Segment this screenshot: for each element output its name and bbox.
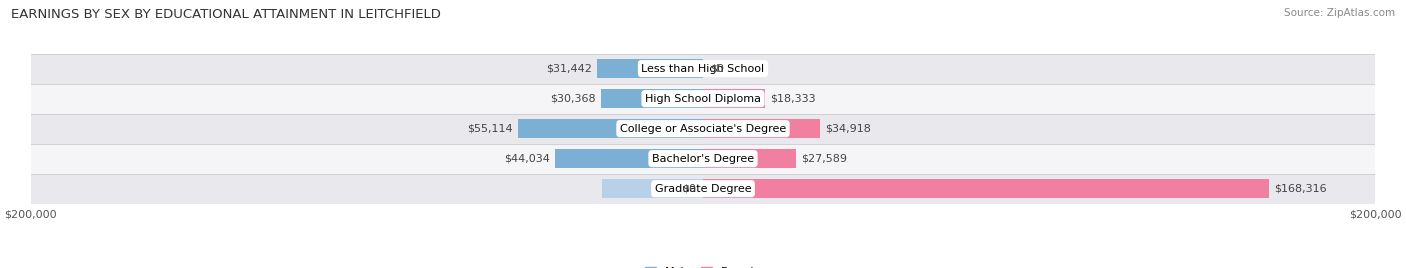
Text: $31,442: $31,442 (547, 64, 592, 74)
Bar (31, 54, 1375, 84)
Bar (600, 89, 703, 108)
Text: College or Associate's Degree: College or Associate's Degree (620, 124, 786, 134)
Text: $44,034: $44,034 (505, 154, 550, 164)
Bar (31, 84, 1375, 114)
Bar (31, 114, 1375, 144)
Bar (703, 89, 765, 108)
Bar (703, 179, 1268, 198)
Bar (703, 149, 796, 168)
Bar (602, 179, 703, 198)
Text: $55,114: $55,114 (467, 124, 513, 134)
Text: $0: $0 (682, 184, 696, 194)
Text: Graduate Degree: Graduate Degree (655, 184, 751, 194)
Text: $30,368: $30,368 (550, 94, 596, 104)
Bar (555, 149, 703, 168)
Text: Less than High School: Less than High School (641, 64, 765, 74)
Text: EARNINGS BY SEX BY EDUCATIONAL ATTAINMENT IN LEITCHFIELD: EARNINGS BY SEX BY EDUCATIONAL ATTAINMEN… (11, 8, 441, 21)
Text: $34,918: $34,918 (825, 124, 872, 134)
Bar (31, 174, 1375, 204)
Text: Bachelor's Degree: Bachelor's Degree (652, 154, 754, 164)
Text: $0: $0 (710, 64, 724, 74)
Bar (31, 144, 1375, 174)
Legend: Male, Female: Male, Female (641, 262, 765, 268)
Bar (598, 59, 703, 78)
Text: $168,316: $168,316 (1274, 184, 1326, 194)
Bar (517, 119, 703, 138)
Text: $18,333: $18,333 (769, 94, 815, 104)
Text: High School Diploma: High School Diploma (645, 94, 761, 104)
Text: Source: ZipAtlas.com: Source: ZipAtlas.com (1284, 8, 1395, 18)
Text: $27,589: $27,589 (801, 154, 846, 164)
Bar (703, 119, 820, 138)
